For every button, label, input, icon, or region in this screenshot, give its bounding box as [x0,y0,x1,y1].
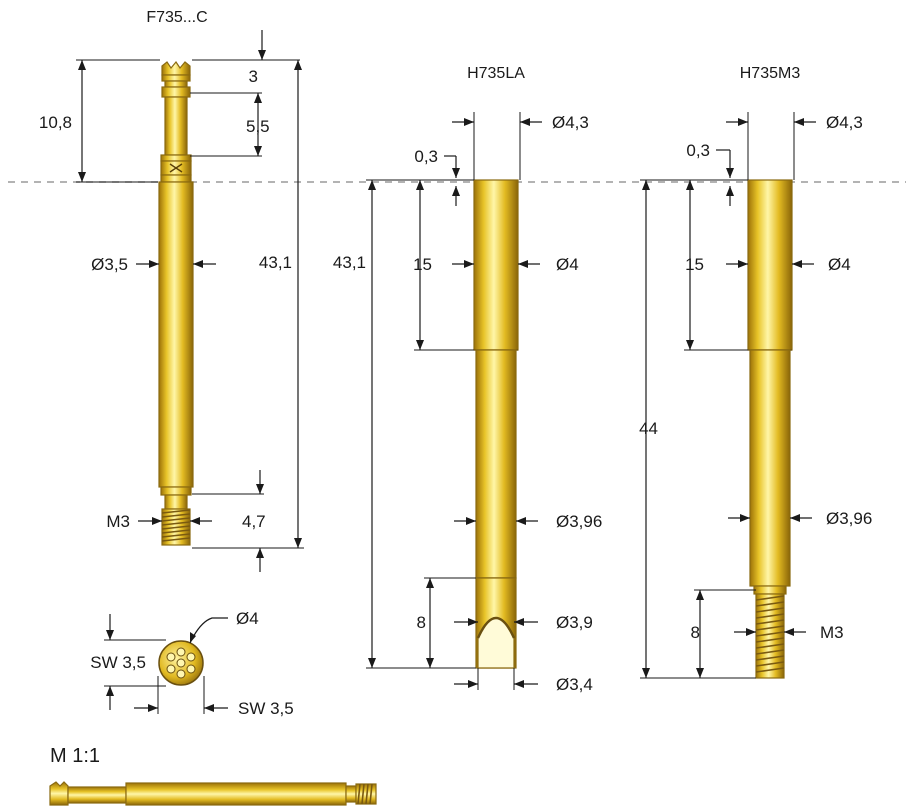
m3-dim-44: 44 [639,419,658,438]
dim-dia-3-5: Ø3,5 [91,255,128,274]
m3-dim-dia-4-3: Ø4,3 [826,113,863,132]
lower-sleeve [475,349,517,579]
m3-dim-0-3: 0,3 [686,141,710,160]
m3-dim-dia-4: Ø4 [828,255,851,274]
la-dim-dia-3-4: Ø3,4 [556,675,593,694]
m3-dim-dia-3-96: Ø3,96 [826,509,872,528]
m3-dim-m3: M3 [820,623,844,642]
crown-tip [161,60,191,76]
h735m3-part [747,179,793,679]
h735m3-dimensions: Ø4,3 0,3 15 44 Ø4 Ø3,96 [639,112,872,679]
dim-3: 3 [249,67,258,86]
dim-4-7: 4,7 [242,512,266,531]
la-dim-dia-3-96: Ø3,96 [556,512,602,531]
cross-section: Ø4 SW 3,5 SW 3,5 [90,609,294,718]
f735-title: F735...C [146,9,207,26]
h735la-part [473,179,519,669]
m3-dim-8: 8 [691,623,700,642]
f735-part [158,60,194,546]
m3-dim-15: 15 [685,255,704,274]
la-dim-8: 8 [417,613,426,632]
la-dim-15: 15 [413,255,432,274]
scale-part [49,781,377,806]
upper-sleeve [473,179,519,351]
dim-5-5: 5,5 [246,117,270,136]
h735m3-title: H735M3 [740,65,801,82]
upper-sleeve [747,179,793,351]
barrel [158,181,194,488]
dim-43-1: 43,1 [259,253,292,272]
la-dim-dia-4: Ø4 [556,255,579,274]
f735-dimensions: 10,8 3 5,5 43,1 Ø3,5 M3 [39,30,304,572]
la-dim-dia-3-9: Ø3,9 [556,613,593,632]
dim-m3: M3 [106,512,130,531]
dim-section-dia-4: Ø4 [236,609,259,628]
scale-label: M 1:1 [50,745,100,767]
la-dim-43-1: 43,1 [333,253,366,272]
la-dim-dia-4-3: Ø4,3 [552,113,589,132]
crimp-mark [169,163,183,173]
h735la-dimensions: Ø4,3 0,3 43,1 15 Ø4 Ø3,96 [333,112,602,694]
h735la-title: H735LA [467,65,525,82]
la-dim-0-3: 0,3 [414,147,438,166]
dim-sw-vertical: SW 3,5 [90,653,146,672]
dim-10-8: 10,8 [39,113,72,132]
lower-sleeve [749,349,791,587]
dim-sw-horizontal: SW 3,5 [238,699,294,718]
